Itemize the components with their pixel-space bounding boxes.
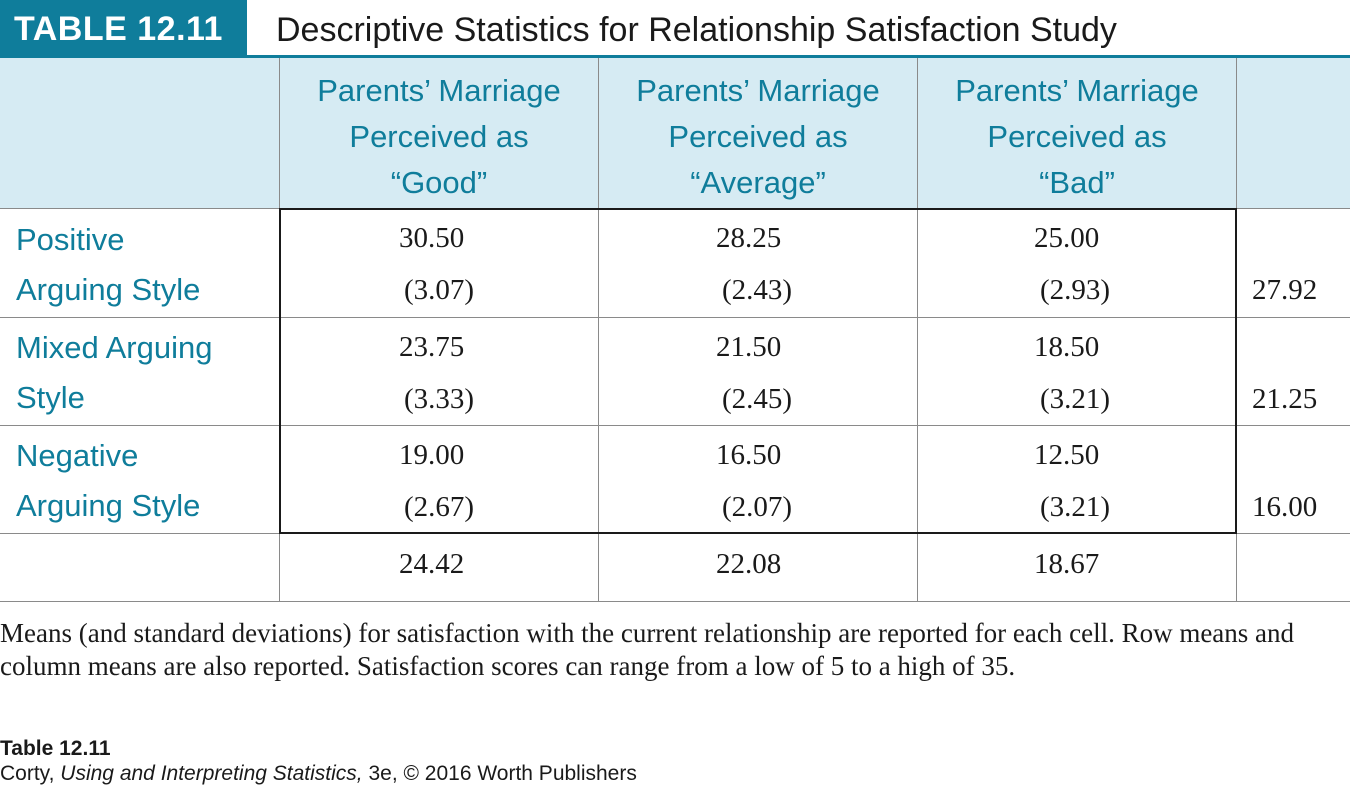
grid-line xyxy=(0,601,1350,602)
row-label-line: Style xyxy=(16,380,85,415)
column-mean: 22.08 xyxy=(716,548,782,580)
row-label-negative: Negative Arguing Style xyxy=(16,431,276,531)
row-label-line: Positive xyxy=(16,222,125,257)
row-label-line: Arguing Style xyxy=(16,272,201,307)
cell-block-border xyxy=(279,208,1237,534)
column-header-line: “Bad” xyxy=(1039,165,1115,200)
cell-mean: 21.50 xyxy=(716,331,782,363)
cell-mean: 16.50 xyxy=(716,439,782,471)
table-header: TABLE 12.11 Descriptive Statistics for R… xyxy=(0,0,1350,58)
grid-line xyxy=(917,58,918,602)
column-header-line: Parents’ Marriage xyxy=(955,73,1199,108)
header-rule xyxy=(247,55,1350,58)
column-header-line: Perceived as xyxy=(349,119,529,154)
row-label-mixed: Mixed Arguing Style xyxy=(16,323,276,423)
source-author: Corty, xyxy=(0,762,61,785)
cell-sd: (2.43) xyxy=(722,274,793,306)
cell-sd: (2.67) xyxy=(404,491,475,523)
column-mean: 24.42 xyxy=(399,548,465,580)
column-header-line: Parents’ Marriage xyxy=(317,73,561,108)
cell-sd: (3.07) xyxy=(404,274,475,306)
row-mean: 27.92 xyxy=(1252,274,1318,306)
cell-sd: (2.07) xyxy=(722,491,793,523)
column-header-band xyxy=(0,58,1350,209)
cell-mean: 28.25 xyxy=(716,222,782,254)
table-title: Descriptive Statistics for Relationship … xyxy=(276,11,1117,49)
cell-mean: 23.75 xyxy=(399,331,465,363)
column-header-good: Parents’ Marriage Perceived as “Good” xyxy=(280,68,598,206)
column-mean: 18.67 xyxy=(1034,548,1100,580)
source-credit: Corty, Using and Interpreting Statistics… xyxy=(0,762,637,786)
column-header-line: Perceived as xyxy=(668,119,848,154)
cell-mean: 25.00 xyxy=(1034,222,1100,254)
cell-sd: (3.21) xyxy=(1040,491,1111,523)
cell-mean: 12.50 xyxy=(1034,439,1100,471)
cell-sd: (3.21) xyxy=(1040,383,1111,415)
column-header-line: Perceived as xyxy=(987,119,1167,154)
column-header-average: Parents’ Marriage Perceived as “Average” xyxy=(599,68,917,206)
row-label-line: Negative xyxy=(16,438,139,473)
grid-line xyxy=(0,317,1350,318)
source-table-ref: Table 12.11 xyxy=(0,737,111,760)
column-header-line: “Average” xyxy=(690,165,826,200)
column-header-bad: Parents’ Marriage Perceived as “Bad” xyxy=(918,68,1236,206)
table-number-label: TABLE 12.11 xyxy=(0,0,247,58)
row-mean: 16.00 xyxy=(1252,491,1318,523)
cell-mean: 19.00 xyxy=(399,439,465,471)
statistics-table: Parents’ Marriage Perceived as “Good” Pa… xyxy=(0,58,1350,602)
cell-sd: (3.33) xyxy=(404,383,475,415)
cell-sd: (2.93) xyxy=(1040,274,1111,306)
row-mean: 21.25 xyxy=(1252,383,1318,415)
source-publisher: 3e, © 2016 Worth Publishers xyxy=(362,762,637,785)
row-label-positive: Positive Arguing Style xyxy=(16,215,276,315)
cell-mean: 30.50 xyxy=(399,222,465,254)
column-header-line: “Good” xyxy=(390,165,488,200)
column-header-line: Parents’ Marriage xyxy=(636,73,880,108)
grid-line xyxy=(0,425,1350,426)
row-label-line: Mixed Arguing xyxy=(16,330,213,365)
cell-mean: 18.50 xyxy=(1034,331,1100,363)
grid-line xyxy=(598,58,599,602)
table-caption: Means (and standard deviations) for sati… xyxy=(0,618,1295,681)
source-book-title: Using and Interpreting Statistics, xyxy=(60,762,363,785)
cell-sd: (2.45) xyxy=(722,383,793,415)
row-label-line: Arguing Style xyxy=(16,488,201,523)
